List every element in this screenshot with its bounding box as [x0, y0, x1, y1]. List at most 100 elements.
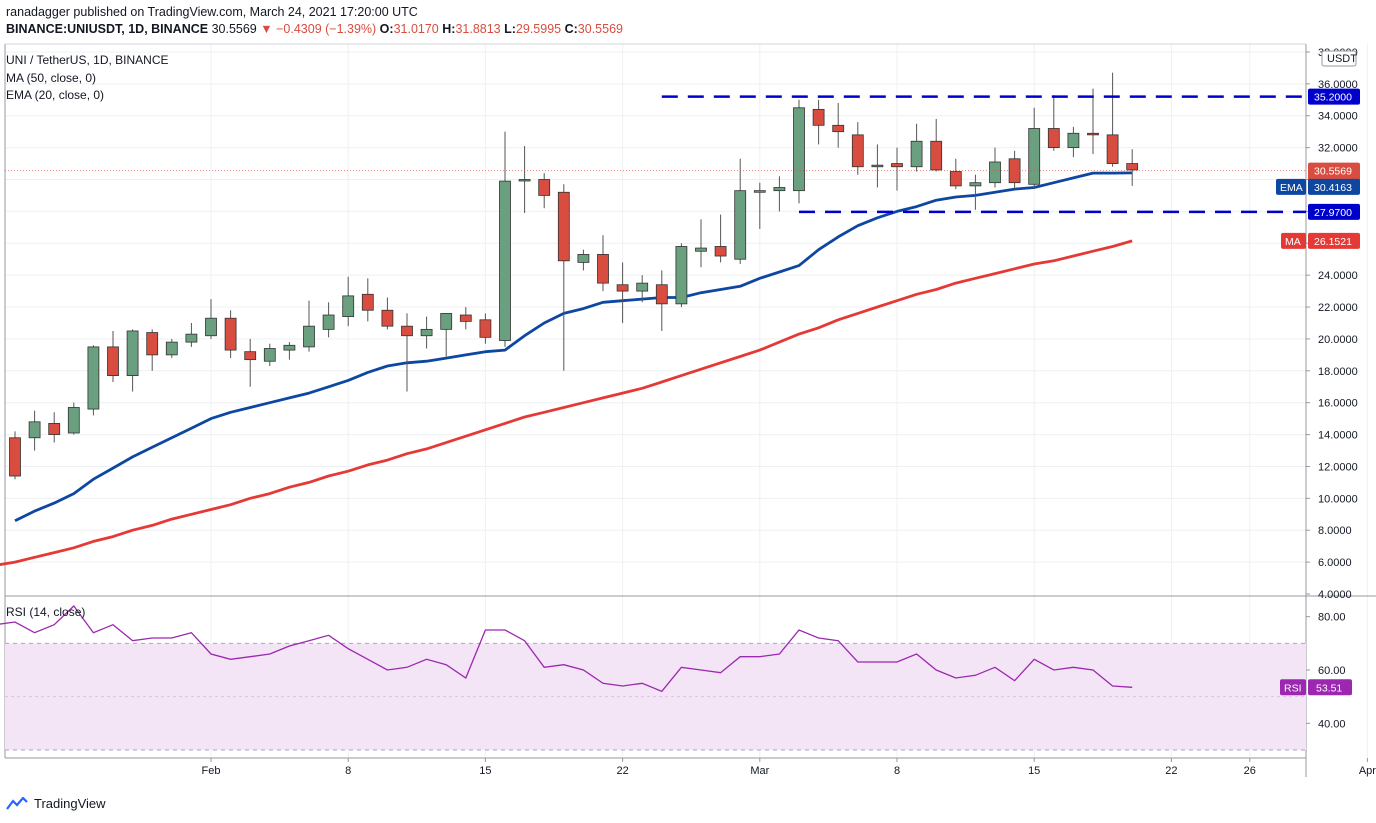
ma-price-tag-label: 26.1521: [1314, 236, 1352, 248]
rsi-key-label: RSI: [1284, 682, 1302, 694]
high-value: 31.8813: [455, 22, 501, 36]
candle-body: [322, 314, 335, 330]
candle-body: [773, 187, 786, 192]
candle-body: [538, 179, 551, 196]
close-value: 30.5569: [577, 22, 623, 36]
low-value: 29.5995: [515, 22, 562, 36]
time-tick-label: 22: [616, 765, 628, 777]
ema-price-tag: [1308, 178, 1360, 195]
candle-body: [499, 180, 511, 341]
candle-body: [871, 164, 884, 168]
rsi-value-tag: [1308, 679, 1352, 696]
price-unit-label: USDT: [1327, 53, 1357, 65]
price-change: −0.4309 (−1.39%): [276, 22, 377, 36]
level-tag: [1308, 203, 1360, 220]
price-tick-label: 18.0000: [1318, 366, 1358, 378]
price-tick-label: 12.0000: [1318, 461, 1358, 473]
candle-body: [1008, 158, 1021, 184]
time-tick-label: Feb: [202, 765, 221, 777]
price-tick-label: 34.0000: [1318, 111, 1358, 123]
candle-body: [1106, 134, 1119, 164]
candle-body: [949, 171, 962, 187]
candle-body: [695, 247, 707, 252]
candle-body: [1047, 128, 1060, 149]
price-tick-label: 20.0000: [1318, 334, 1358, 346]
candle-body: [401, 325, 413, 337]
price-tick-label: 14.0000: [1318, 430, 1358, 442]
candle-body: [146, 332, 159, 356]
candle-body: [185, 333, 198, 343]
candle-body: [930, 140, 943, 171]
candle-body: [714, 246, 727, 257]
candle-body: [479, 319, 492, 338]
ema-key-tag: [1276, 178, 1306, 195]
symbol-label: BINANCE:UNIUSDT, 1D, BINANCE: [6, 22, 209, 36]
candle-body: [753, 190, 766, 193]
high-label: H:: [442, 22, 456, 36]
candle-body: [1028, 128, 1041, 185]
level-tag-label: 35.2000: [1314, 92, 1352, 104]
rsi-tick-label: 80.00: [1318, 612, 1346, 624]
candle-body: [832, 124, 845, 133]
candle-body: [381, 309, 394, 327]
time-tick-label: 26: [1244, 765, 1256, 777]
open-label: O:: [379, 22, 394, 36]
symbol-ohlc-line: BINANCE:UNIUSDT, 1D, BINANCE 30.5569 ▼ −…: [6, 22, 623, 36]
candle-body: [28, 421, 41, 439]
open-value: 31.0170: [393, 22, 439, 36]
level-tag: [1308, 88, 1360, 105]
price-tick-label: 6.0000: [1318, 557, 1352, 569]
candle-body: [969, 182, 982, 187]
price-tick-label: 8.0000: [1318, 525, 1352, 537]
candle-body: [1087, 132, 1099, 136]
candle-body: [793, 107, 805, 192]
time-tick-label: 15: [1028, 765, 1040, 777]
time-tick-label: Mar: [750, 765, 769, 777]
candle-body: [734, 190, 747, 260]
candle-body: [851, 134, 864, 168]
legend-title: UNI / TetherUS, 1D, BINANCE: [6, 53, 169, 67]
candle-body: [9, 437, 21, 477]
candle-body: [910, 140, 923, 168]
ema-line: [14, 171, 1133, 522]
ema-price-tag-label: 30.4163: [1314, 182, 1352, 194]
rsi-tick-label: 60.00: [1318, 665, 1346, 677]
time-tick-label: Apr: [1359, 765, 1376, 777]
candle-body: [224, 317, 237, 351]
change-down-icon: ▼: [260, 22, 273, 36]
brand-label: TradingView: [34, 796, 106, 811]
candle-body: [361, 293, 374, 311]
candle-body: [989, 161, 1001, 184]
ma-key-label: MA: [1285, 236, 1301, 248]
rsi-tick-label: 40.00: [1318, 718, 1346, 730]
ma-line: [0, 239, 1133, 566]
candle-body: [518, 179, 531, 182]
candle-body: [244, 351, 257, 361]
candle-body: [263, 348, 276, 362]
legend-ma: MA (50, close, 0): [6, 71, 97, 85]
candle-body: [303, 325, 315, 348]
candle-body: [107, 346, 119, 376]
candle-body: [812, 108, 825, 126]
last-price: 30.5569: [211, 22, 257, 36]
rsi-line: [0, 605, 1133, 693]
price-tick-label: 10.0000: [1318, 493, 1358, 505]
candle-body: [675, 246, 688, 305]
candle-body: [440, 313, 453, 330]
price-tick-label: 36.0000: [1318, 79, 1358, 91]
rsi-value-label: 53.51: [1316, 682, 1342, 694]
tradingview-brand[interactable]: TradingView: [6, 796, 106, 811]
publisher-line: ranadagger published on TradingView.com,…: [6, 5, 418, 19]
candle-body: [616, 284, 629, 292]
time-tick-label: 8: [894, 765, 900, 777]
candle-body: [48, 423, 61, 435]
candle-body: [205, 317, 217, 337]
price-tick-label: 24.0000: [1318, 270, 1358, 282]
low-label: L:: [504, 22, 516, 36]
level-tag-label: 27.9700: [1314, 207, 1352, 219]
candle-body: [342, 295, 355, 318]
price-tick-label: 16.0000: [1318, 398, 1358, 410]
ma-key-tag: [1281, 232, 1306, 249]
last-price-tag-label: 30.5569: [1314, 166, 1352, 178]
